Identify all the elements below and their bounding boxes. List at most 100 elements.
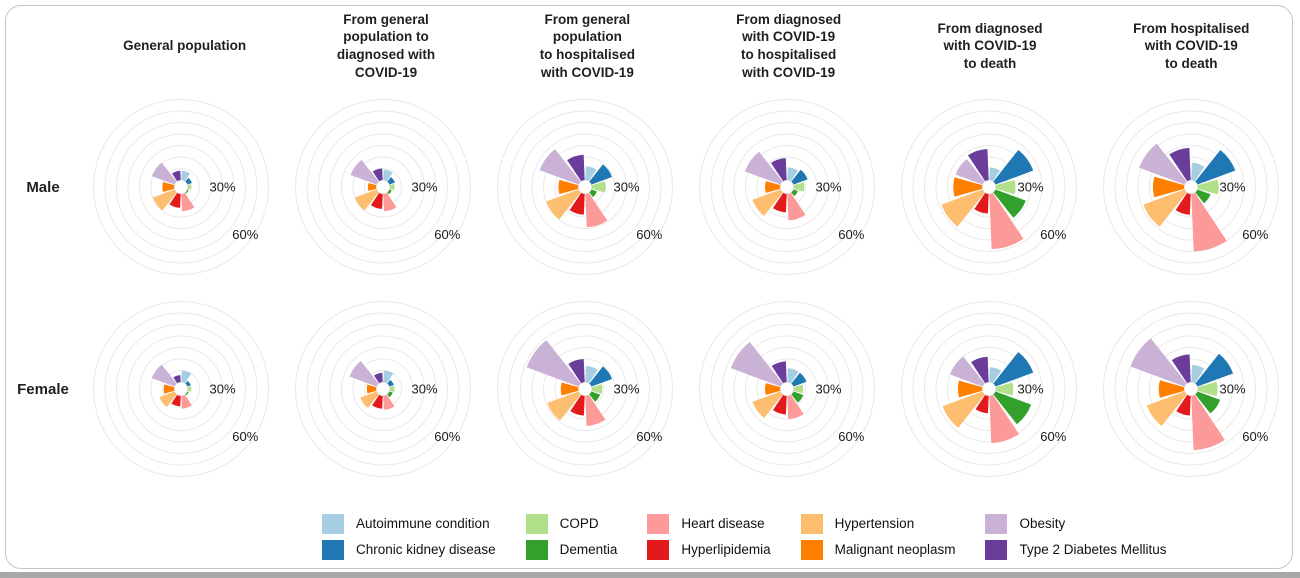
rose-petal xyxy=(383,169,393,182)
radial-tick-label: 60% xyxy=(434,227,460,242)
rose-petal xyxy=(771,158,787,182)
radial-tick-label: 30% xyxy=(1219,382,1245,397)
column-header-diagnosed-to-hospitalised: From diagnosed with COVID-19 to hospital… xyxy=(736,11,842,80)
chart-cell: 30% 60% xyxy=(282,288,484,490)
rose-petal xyxy=(547,391,581,421)
rose-petal xyxy=(1195,391,1221,414)
chart-cell: 30% 60% xyxy=(484,288,686,490)
rose-petal xyxy=(1171,354,1191,384)
chart-cell: 30% 60% xyxy=(80,288,282,490)
rose-petal xyxy=(957,380,983,398)
legend-column: Heart disease Hyperlipidemia xyxy=(647,514,771,560)
legend-label: Hyperlipidemia xyxy=(681,542,771,557)
rose-petal xyxy=(993,189,1026,218)
rose-petal xyxy=(971,356,989,384)
rose-petal xyxy=(372,168,383,182)
rose-petal xyxy=(793,384,804,394)
legend-label: Malignant neoplasm xyxy=(834,542,956,557)
rose-chart-male-general-to-hospitalised: 30% 60% xyxy=(497,99,673,275)
rose-petal xyxy=(1139,143,1187,185)
rose-petal xyxy=(771,361,787,384)
rose-petal xyxy=(955,158,985,185)
rose-petal xyxy=(787,368,799,384)
radial-tick-label: 30% xyxy=(1219,180,1245,195)
legend-swatch-hyperlipidemia xyxy=(647,540,670,560)
row-label-female: Female xyxy=(17,380,69,398)
legend-swatch-dementia xyxy=(525,540,548,560)
rose-chart-male-general-population: 30% 60% xyxy=(93,99,269,275)
rose-petal xyxy=(1175,192,1191,215)
rose-petal xyxy=(374,372,383,384)
rose-petal xyxy=(159,391,177,408)
chart-cell: 30% 60% xyxy=(888,288,1090,490)
rose-petal xyxy=(387,391,393,398)
legend-label: Dementia xyxy=(559,542,618,557)
rose-petal xyxy=(730,342,783,387)
radial-tick-label: 60% xyxy=(636,227,662,242)
rose-petal xyxy=(1197,381,1218,397)
rose-petal xyxy=(349,360,379,387)
legend-item: Obesity xyxy=(985,514,1166,534)
rose-petal xyxy=(765,181,781,193)
rose-petal xyxy=(791,391,804,403)
rose-petal xyxy=(366,384,377,394)
rose-petal xyxy=(787,167,798,182)
rose-petal xyxy=(558,179,579,195)
rose-petal xyxy=(181,170,190,182)
legend-swatch-autoimmune-condition xyxy=(322,514,344,534)
chart-cell: 30% 60% xyxy=(888,86,1090,288)
rose-petal xyxy=(989,167,1000,182)
legend-label: Autoimmune condition xyxy=(356,516,490,531)
rose-petal xyxy=(1195,189,1211,204)
legend-swatch-copd xyxy=(525,514,548,534)
legend-label: Obesity xyxy=(1019,516,1066,531)
rose-chart-female-general-population: 30% 60% xyxy=(93,301,269,477)
rose-petal xyxy=(570,394,585,416)
rose-petal xyxy=(589,391,601,402)
rose-chart-female-diagnosed-to-hospitalised: 30% 60% xyxy=(699,301,875,477)
legend-swatch-malignant-neoplasm xyxy=(800,540,823,560)
rose-petal xyxy=(752,189,783,216)
rose-petal xyxy=(585,394,606,426)
rose-petal xyxy=(1130,338,1187,387)
rose-petal xyxy=(350,159,379,185)
column-header-general-population: General population xyxy=(123,38,247,54)
legend-item: Autoimmune condition xyxy=(322,514,496,534)
rose-chart-female-diagnosed-to-death: 30% 60% xyxy=(901,301,1077,477)
radial-tick-label: 60% xyxy=(232,227,258,242)
rose-petal xyxy=(163,384,175,394)
legend-item: COPD xyxy=(525,514,618,534)
rose-petal xyxy=(791,169,808,185)
rose-petal xyxy=(967,148,989,182)
radial-tick-label: 60% xyxy=(1040,429,1066,444)
rose-petal xyxy=(589,189,597,197)
rose-petal xyxy=(389,385,395,393)
radial-tick-label: 60% xyxy=(1242,429,1268,444)
rose-petal xyxy=(181,192,195,212)
radial-tick-label: 30% xyxy=(209,382,235,397)
chart-cell: 30% 60% xyxy=(484,86,686,288)
rose-chart-female-general-to-diagnosed: 30% 60% xyxy=(295,301,471,477)
row-label-male: Male xyxy=(26,178,60,196)
chart-cell: 30% 60% xyxy=(1090,86,1292,288)
rose-petal xyxy=(1191,162,1205,182)
chart-cell: 30% 60% xyxy=(282,86,484,288)
rose-petal xyxy=(752,391,783,418)
column-header-general-to-hospitalised: From general population to hospitalised … xyxy=(539,11,635,80)
radial-tick-label: 60% xyxy=(838,227,864,242)
female-row: Female 30% 60% 30% 60% 30% 60% 30% 60% 30% 60… xyxy=(6,288,1292,490)
rose-petal xyxy=(187,184,192,190)
rose-petal xyxy=(791,189,798,197)
rose-petal xyxy=(953,177,983,197)
rose-petal xyxy=(941,189,985,227)
rose-petal xyxy=(383,394,395,410)
rose-petal xyxy=(181,394,192,409)
rose-petal xyxy=(1191,192,1227,252)
rose-petal xyxy=(185,380,191,387)
rose-petal xyxy=(993,149,1034,185)
legend-item: Chronic kidney disease xyxy=(322,540,496,560)
rose-petal xyxy=(974,192,989,214)
rose-petal xyxy=(560,382,579,396)
rose-petal xyxy=(942,391,985,428)
rose-petal xyxy=(162,182,175,192)
